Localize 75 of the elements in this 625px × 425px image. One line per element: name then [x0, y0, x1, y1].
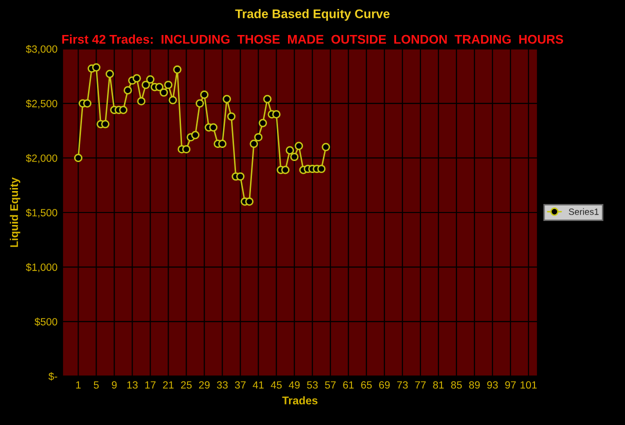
point	[290, 152, 299, 162]
point	[263, 94, 272, 104]
point	[74, 154, 82, 162]
point	[196, 99, 204, 108]
point	[209, 123, 218, 132]
point	[222, 94, 232, 104]
point	[101, 120, 110, 128]
x-tick-label: 61	[343, 381, 354, 389]
point	[294, 142, 304, 150]
y-tick-label: $3,000	[26, 44, 58, 54]
point	[281, 166, 290, 174]
chart-subtitle: First 42 Trades: INCLUDING THOSE MADE OUTSIDE LONDON TRADING HOURS	[62, 34, 564, 44]
x-tick-label: 45	[270, 381, 282, 389]
point	[272, 110, 281, 118]
y-tick-label: $-	[48, 372, 58, 381]
x-tick-label: 5	[94, 381, 99, 389]
y-tick-label: $1,000	[26, 263, 58, 272]
point	[146, 75, 154, 84]
x-tick-label: 13	[127, 381, 138, 389]
chart-title: Trade Based Equity Curve	[235, 9, 390, 21]
point	[173, 65, 182, 74]
point	[227, 112, 236, 121]
legend-label: Series1	[568, 208, 599, 215]
x-tick-label: 17	[145, 381, 156, 389]
x-tick-label: 29	[199, 381, 210, 389]
point	[168, 96, 177, 104]
point	[142, 80, 150, 90]
x-tick-label: 49	[288, 381, 300, 389]
point	[132, 74, 141, 82]
point	[106, 70, 114, 78]
x-tick-label: 97	[505, 381, 516, 389]
point	[119, 106, 128, 114]
x-tick-label: 53	[307, 381, 318, 389]
point	[317, 164, 326, 174]
x-tick-label: 37	[234, 381, 246, 389]
x-tick-label: 9	[112, 381, 117, 389]
x-tick-label: 69	[379, 381, 390, 389]
x-tick-label: 85	[451, 381, 462, 389]
y-tick-label: $500	[34, 318, 58, 326]
x-tick-label: 73	[397, 381, 408, 389]
point	[254, 133, 263, 142]
y-tick-label: $2,500	[26, 99, 58, 109]
point	[322, 142, 330, 152]
x-tick-label: 57	[325, 381, 336, 389]
x-tick-label: 93	[487, 381, 498, 389]
x-tick-label: 21	[163, 381, 174, 389]
x-tick-label: 41	[252, 381, 264, 389]
point	[155, 82, 164, 92]
point	[245, 197, 254, 206]
point	[92, 63, 100, 72]
point	[124, 86, 132, 94]
point	[160, 88, 168, 97]
x-tick-label: 77	[415, 381, 426, 389]
point	[250, 140, 258, 148]
x-axis-title: Trades	[282, 396, 318, 404]
point	[258, 118, 268, 128]
point	[286, 146, 294, 154]
x-tick-label: 33	[216, 381, 228, 389]
point	[182, 145, 190, 154]
y-tick-label: $1,500	[26, 208, 58, 218]
x-tick-label: 81	[433, 381, 444, 389]
y-tick-label: $2,000	[26, 154, 58, 164]
x-tick-label: 65	[361, 381, 372, 389]
point	[83, 99, 92, 108]
point	[164, 80, 172, 90]
x-tick-label: 101	[520, 381, 537, 389]
point	[236, 172, 245, 181]
x-tick-label: 25	[181, 381, 192, 389]
y-axis-title: Liquid Equity	[10, 177, 20, 247]
point	[200, 90, 208, 99]
point	[218, 140, 226, 148]
x-tick-label: 1	[76, 381, 81, 389]
point	[191, 130, 200, 140]
x-tick-label: 89	[469, 381, 480, 389]
point	[137, 97, 146, 106]
